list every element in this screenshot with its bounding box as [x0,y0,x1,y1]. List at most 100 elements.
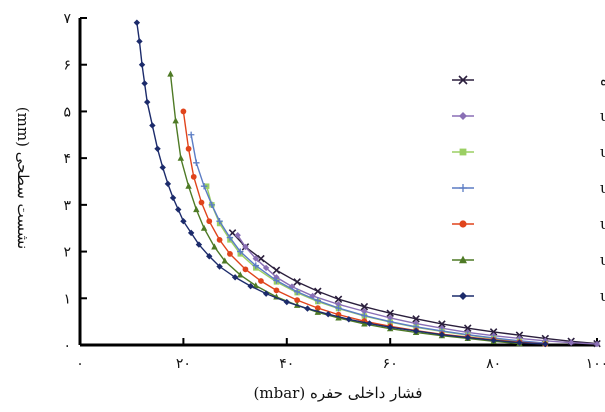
data-point [164,180,172,188]
data-point [314,305,321,311]
x-tick-label: ۴۰ [279,356,294,372]
data-point [334,295,343,303]
y-tick-label: ۴ [63,151,71,167]
data-point [361,308,368,315]
data-point [489,328,498,336]
data-point [360,302,369,311]
data-point [361,312,368,319]
data-point [198,199,205,206]
data-point [177,154,185,161]
legend-item: u/C=۰/۸ [452,251,605,269]
data-point [272,266,281,275]
data-point [172,117,179,124]
y-tick-label: ۱ [63,291,71,307]
data-point [463,324,472,332]
data-point [136,38,143,45]
data-point [169,194,177,202]
data-point [262,290,270,297]
data-point [345,316,353,323]
data-point [200,224,208,231]
data-point [304,305,311,312]
data-point [180,218,187,225]
data-point [190,173,197,180]
series-6 [167,70,523,347]
data-point [180,108,187,115]
legend-item: u/C=۰/۲ [452,107,605,125]
series-line [205,185,546,345]
data-point [273,277,280,284]
data-point [200,182,208,190]
series-1 [228,229,601,348]
data-point [593,340,601,348]
data-point [542,340,549,348]
data-point [237,248,244,255]
x-tick-label: ۸۰ [486,356,501,372]
data-point [247,282,254,290]
data-point [154,145,161,152]
legend-marker [459,220,467,228]
legend-marker [459,148,467,156]
data-point [195,241,203,248]
data-point [335,304,342,312]
x-tick-label: ۲۰ [176,356,191,372]
data-point [386,309,394,317]
legend-label: u/C=۰/۸ [600,251,605,269]
data-point [216,263,223,270]
series-4 [187,131,549,347]
data-point [185,145,192,152]
y-axis-label: نشست سطحی (mm) [14,107,32,249]
data-point [187,131,195,138]
legend-item: u/C=۰/۷ [452,215,605,233]
y-tick-label: ۲ [63,245,71,261]
data-point [175,206,182,213]
y-tick-label: ۵ [63,104,71,120]
legend-item: u/C=۰/۵ [452,179,605,197]
data-point [221,257,228,264]
data-point [242,266,249,273]
data-point [438,320,446,328]
data-point [387,324,394,331]
data-point [361,320,368,327]
data-point [237,271,244,278]
data-point [226,234,234,241]
data-point [159,164,166,171]
data-point [258,278,264,284]
x-tick-label: ۱۰۰ [586,356,605,372]
plot-area [133,19,601,348]
data-point [242,243,249,251]
x-tick-label: ۰ [76,356,84,372]
data-point [314,287,322,296]
data-point [464,334,471,341]
data-point [216,237,223,243]
legend-marker [459,292,467,300]
series-line [190,134,546,344]
data-point [216,218,223,225]
data-point [138,61,146,68]
data-point [262,264,270,272]
legend-marker [458,75,468,85]
y-tick-label: ۰ [63,338,71,354]
series-line [237,234,598,345]
data-point [231,274,239,281]
data-point [293,288,301,295]
data-point [149,122,156,129]
data-point [141,80,148,87]
data-point [515,331,524,339]
data-point [490,337,497,344]
data-point [211,243,218,250]
data-point [314,297,322,304]
data-point [273,287,280,294]
data-point [187,229,195,237]
data-point [412,327,420,335]
legend-item: u/C=۰/۹ [452,287,605,305]
legend: بدون مسلح کننده u/C=۰/۲ u/C=۰/۳ u/C=۰/۵ u/C=… [452,71,605,305]
data-point [567,339,575,346]
data-point [324,310,332,318]
data-point [234,232,241,239]
legend-label: u/C=۰/۹ [600,287,605,305]
legend-label: u/C=۰/۷ [600,215,605,233]
data-point [133,19,141,26]
data-point [252,255,259,262]
series-7 [133,19,549,348]
